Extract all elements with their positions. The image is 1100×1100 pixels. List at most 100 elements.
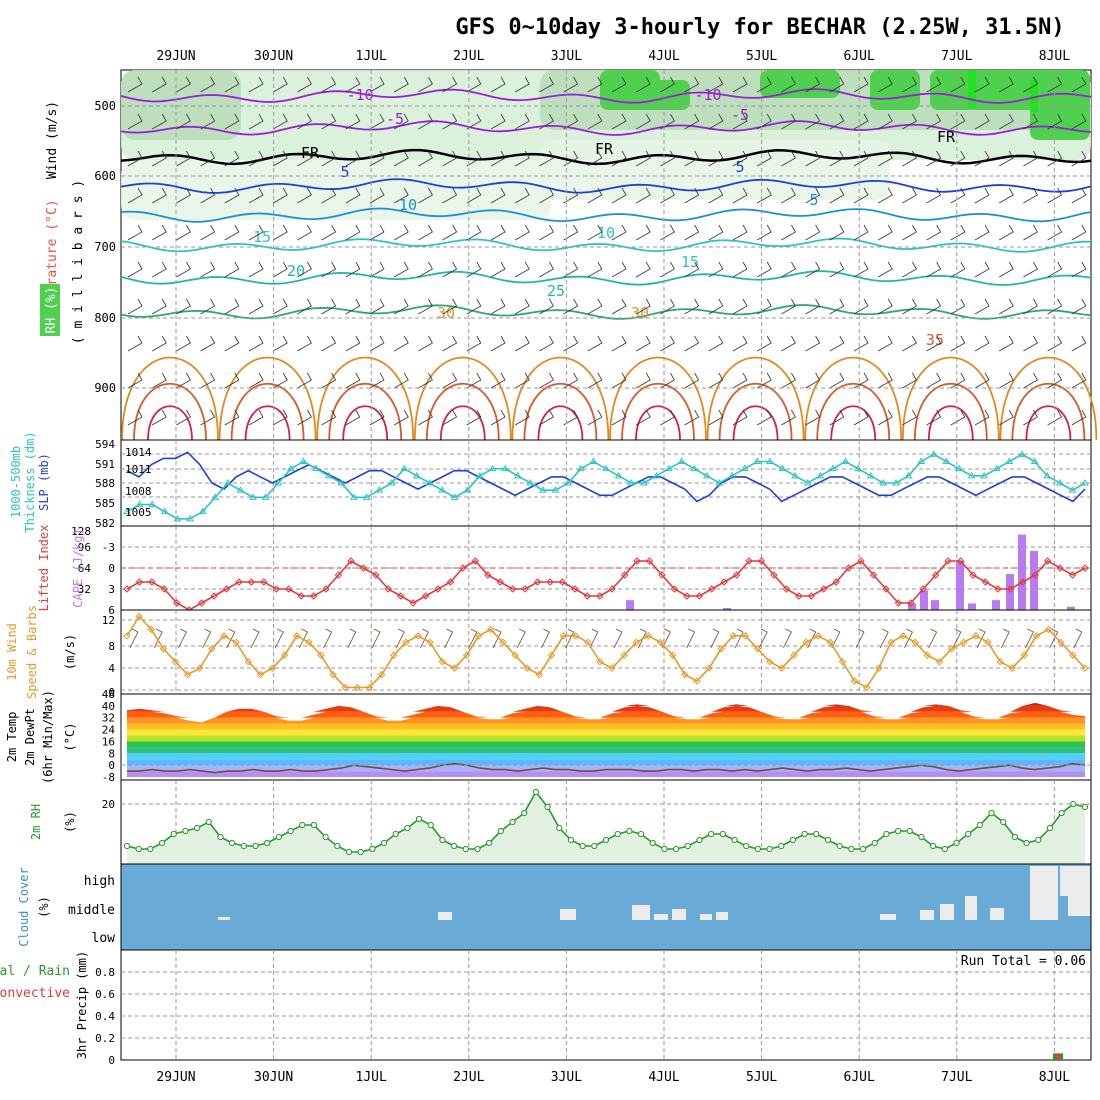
wind10m-point (171, 657, 180, 666)
lifted-index-point (907, 599, 915, 607)
wind10m-barb (153, 628, 163, 649)
wind10m-point (317, 651, 325, 659)
wind-barb (708, 261, 724, 278)
wind-barb (805, 372, 821, 389)
wind-barb (781, 298, 796, 315)
wind-barb (732, 261, 748, 278)
wind10m-point (268, 664, 277, 672)
wind-barb (248, 261, 264, 278)
wind-barb (757, 187, 772, 204)
wind10m-point (353, 683, 362, 692)
wind-barb (732, 150, 748, 167)
wind-barb (563, 409, 579, 426)
slp-tick: 1011 (125, 463, 152, 476)
wind-barb (853, 409, 869, 426)
lifted-index-point (558, 578, 567, 586)
thickness-point (564, 479, 573, 486)
li-tick: 0 (108, 562, 115, 575)
temp-contour-30 (316, 356, 415, 441)
wind-barb (466, 150, 482, 167)
wind-barb (974, 113, 990, 130)
wind-barb (950, 187, 966, 204)
wind-barb (248, 298, 264, 315)
wind-barb (418, 335, 433, 352)
cloud-block (990, 908, 1004, 920)
temp-contour-30 (218, 356, 317, 441)
rh2m-point (497, 827, 504, 835)
wind-barb (248, 187, 264, 204)
wind-barb (224, 298, 240, 315)
thickness-point (362, 493, 371, 500)
wind-barb (466, 261, 482, 278)
temp-band (127, 753, 1085, 760)
temp-contour-30 (804, 356, 903, 441)
wind10m-point (911, 638, 919, 647)
wind-barb (321, 150, 337, 167)
wind-barb (684, 335, 700, 352)
wind-barb (1047, 76, 1063, 93)
cloud-block (1038, 890, 1052, 920)
wind-barb (200, 113, 216, 130)
slp-tick: 1008 (125, 485, 152, 498)
wind10m-barb (758, 628, 768, 649)
wind10m-point (135, 612, 143, 621)
wind10m-barb (541, 628, 550, 649)
lifted-index-point (1019, 578, 1027, 586)
wind-barb (636, 261, 651, 278)
wind-barb (321, 298, 337, 315)
rh2m-point (509, 818, 516, 826)
wind-barb (611, 372, 627, 389)
contour-label: 15 (253, 228, 271, 246)
wind10m-point (511, 651, 519, 659)
rh2m-point (1081, 803, 1089, 811)
wind-barb (394, 113, 409, 130)
wind-barb (152, 224, 167, 241)
wind10m-barb (1025, 628, 1034, 649)
contour-label: 35 (926, 331, 944, 349)
wind10m-point (196, 664, 204, 672)
thickness-point (198, 507, 207, 515)
wind10m-point (996, 657, 1004, 666)
pressure-label: ( m i l l i b a r s ) (71, 180, 86, 344)
wind10m-barb (226, 628, 236, 649)
cape-bar (920, 590, 928, 610)
cape-bar (1067, 606, 1075, 610)
wind-barb (636, 335, 651, 352)
wind-barb (442, 298, 458, 315)
lifted-index-point (869, 571, 878, 579)
wind-barb (539, 409, 554, 426)
wind-barb (321, 261, 337, 278)
wind10m-point (802, 638, 810, 647)
cloud-block (438, 912, 452, 920)
lifted-index-point (633, 557, 641, 565)
wind-barb (515, 76, 530, 93)
lifted-index-label: Lifted Index (37, 525, 51, 612)
wind10m-barb (589, 628, 599, 649)
wind-barb (248, 76, 264, 93)
rh2m-point (649, 839, 656, 847)
wind-barb (878, 335, 893, 352)
lifted-index-point (807, 592, 815, 600)
lifted-index-point (1031, 571, 1039, 579)
wind-barb (926, 261, 942, 278)
contour-label: 20 (287, 262, 305, 280)
wind-barb (515, 113, 530, 130)
wind-barb (297, 76, 312, 93)
temp-contour-40 (635, 405, 681, 441)
wind10m-point (293, 632, 301, 640)
wind-barb (902, 261, 917, 278)
thickness-line (126, 453, 1086, 520)
wind-barb (660, 409, 675, 426)
wind-barb (563, 261, 579, 278)
wind-barb (587, 224, 603, 241)
wind-barb (732, 113, 748, 130)
wind10m-point (220, 632, 228, 640)
rh2m-point (415, 815, 423, 823)
rh2m-point (801, 830, 808, 838)
wind-barb (926, 224, 942, 241)
thickness-point (904, 471, 913, 479)
wind-barb (781, 224, 796, 241)
contour-label: FR (301, 144, 320, 162)
lifted-index-point (372, 571, 380, 579)
wind10m-point (656, 638, 665, 647)
